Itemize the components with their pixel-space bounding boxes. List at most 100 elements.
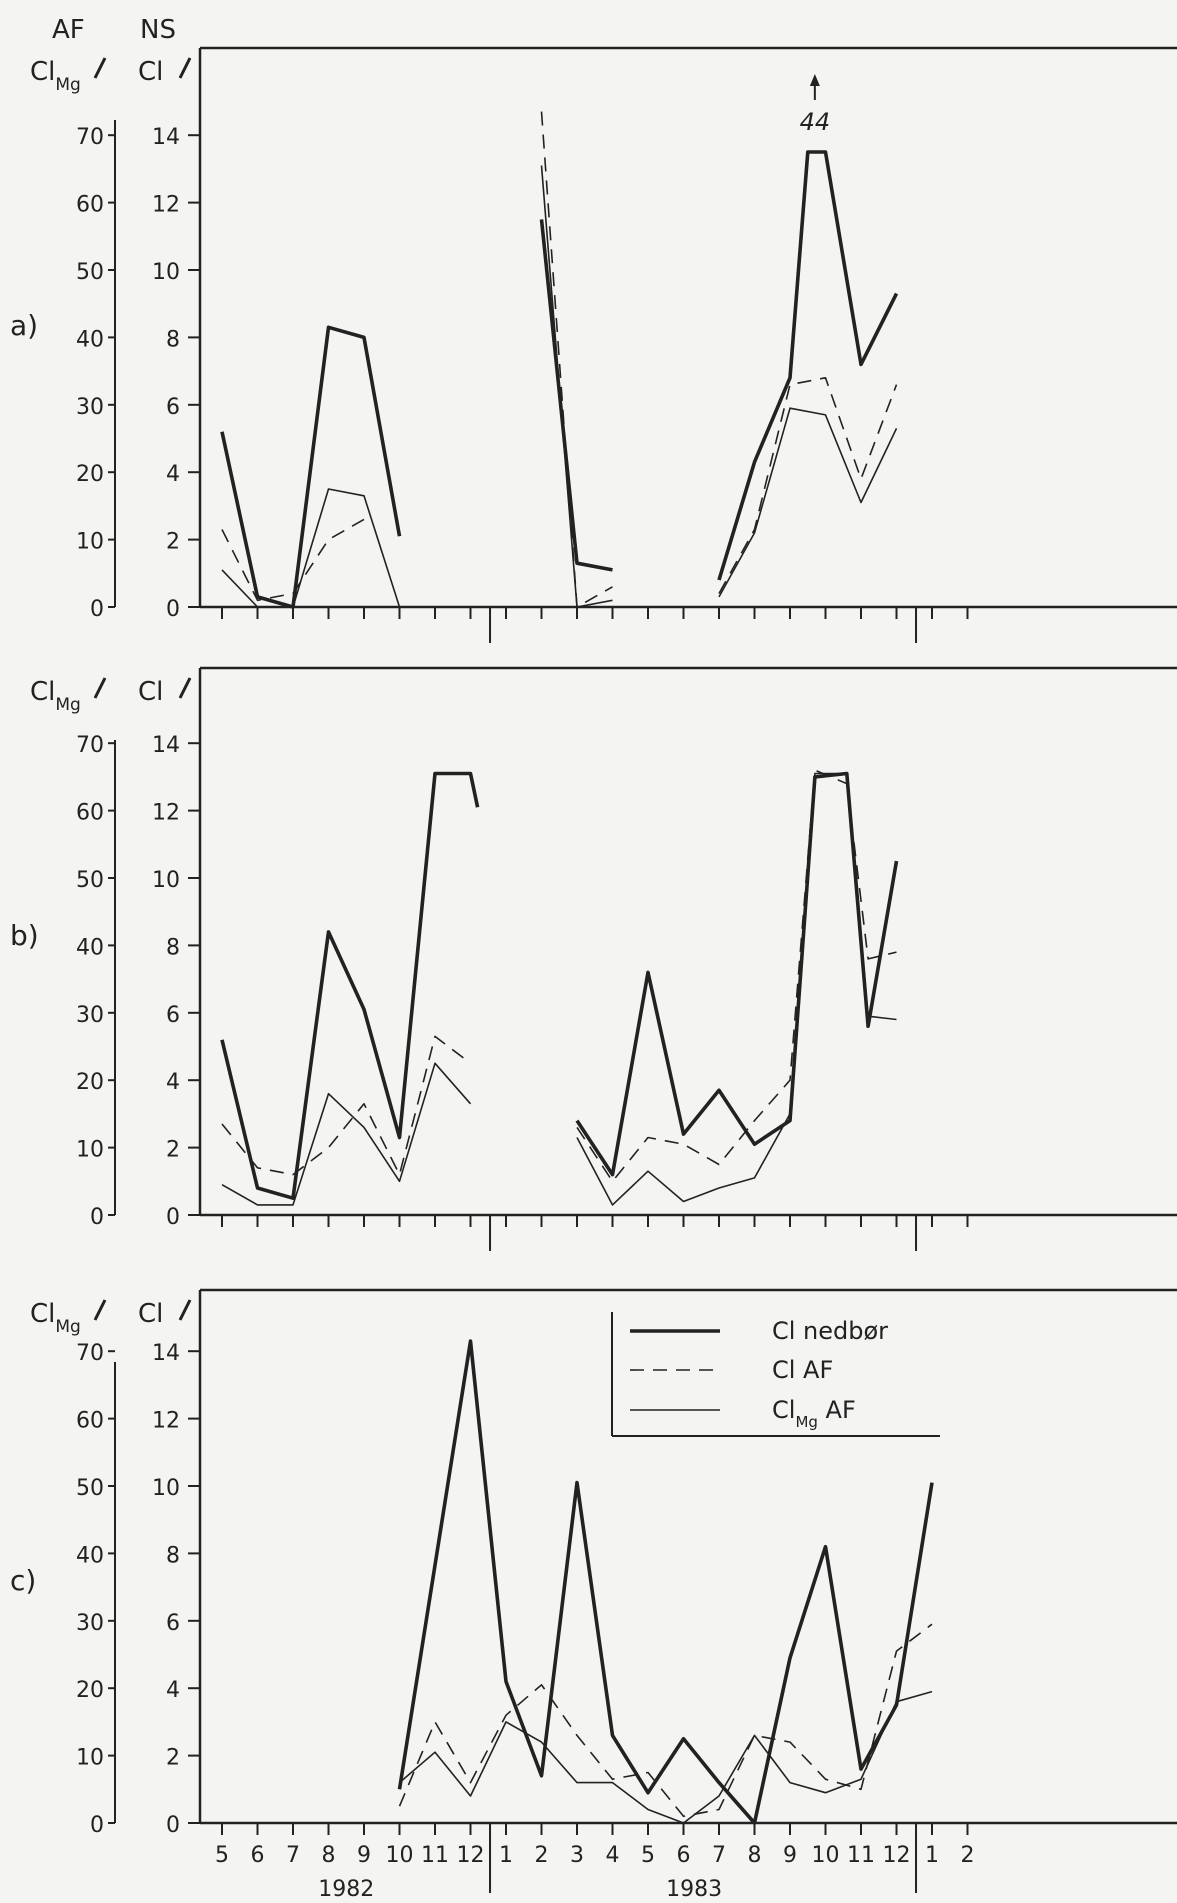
month-label: 1 — [499, 1843, 513, 1868]
panel-label: a) — [10, 309, 38, 342]
month-label: 4 — [606, 1843, 620, 1868]
series-line-dashed — [221, 518, 365, 602]
year-label: 1982 — [318, 1877, 374, 1902]
y-left-tick-label: 10 — [76, 530, 104, 555]
y-right-tick-label: 2 — [166, 1746, 180, 1771]
legend-label-tail: AF — [818, 1396, 856, 1424]
y-left-tick-label: 40 — [76, 327, 104, 352]
y-right-tick-label: 10 — [152, 868, 180, 893]
y-left-tick-label: 40 — [76, 1543, 104, 1568]
y-title-right-arrow — [178, 677, 192, 699]
panel-label: b) — [10, 919, 39, 952]
month-label: 2 — [961, 1843, 975, 1868]
y-title-left-arrow — [93, 57, 107, 79]
series-line-dashed — [540, 111, 613, 608]
y-left-tick-label: 70 — [76, 125, 104, 150]
month-label: 5 — [641, 1843, 655, 1868]
y-left-tick-label: 30 — [76, 1003, 104, 1028]
y-right-tick-label: 4 — [166, 462, 180, 487]
y-right-tick-label: 8 — [166, 1543, 180, 1568]
y-right-tick-label: 12 — [152, 801, 180, 826]
month-label: 7 — [712, 1843, 726, 1868]
y-left-tick-label: 20 — [76, 462, 104, 487]
y-left-tick-label: 10 — [76, 1746, 104, 1771]
series-line-thick — [717, 150, 899, 581]
y-left-tick-label: 0 — [90, 1813, 104, 1838]
y-left-tick-label: 60 — [76, 193, 104, 218]
y-right-tick-label: 6 — [166, 395, 180, 420]
legend-label: Cl nedbør — [772, 1317, 888, 1345]
series-line-dashed — [221, 1035, 471, 1176]
month-label: 7 — [286, 1843, 300, 1868]
y-left-tick-label: 60 — [76, 1409, 104, 1434]
y-title-left-sub: Mg — [55, 75, 80, 95]
y-right-tick-label: 10 — [152, 1476, 180, 1501]
y-left-tick-label: 20 — [76, 1678, 104, 1703]
y-right-tick-label: 2 — [166, 530, 180, 555]
y-right-tick-label: 12 — [152, 1409, 180, 1434]
header-af: AF — [52, 15, 85, 45]
y-right-tick-label: 8 — [166, 327, 180, 352]
month-label: 12 — [457, 1843, 485, 1868]
month-label: 3 — [570, 1843, 584, 1868]
series-line-thin — [221, 1062, 472, 1206]
y-right-tick-label: 14 — [152, 125, 180, 150]
month-label: 6 — [677, 1843, 691, 1868]
y-left-tick-label: 60 — [76, 801, 104, 826]
y-title-left-arrow — [93, 1299, 107, 1321]
month-label: 6 — [251, 1843, 265, 1868]
y-title-left-sub: Mg — [55, 1317, 80, 1337]
y-right-tick-label: 0 — [166, 1205, 180, 1230]
y-left-tick-label: 50 — [76, 260, 104, 285]
y-left-tick-label: 30 — [76, 395, 104, 420]
month-label: 1 — [925, 1843, 939, 1868]
series-line-thin — [398, 1690, 933, 1824]
series-line-dashed — [398, 1623, 933, 1818]
y-right-tick-label: 6 — [166, 1003, 180, 1028]
series-line-dashed — [576, 769, 897, 1183]
series-line-thick — [539, 219, 613, 572]
y-right-tick-label: 4 — [166, 1070, 180, 1095]
month-label: 10 — [386, 1843, 414, 1868]
series-line-thick — [220, 325, 402, 609]
y-title-right-arrow — [178, 1299, 192, 1321]
y-left-tick-label: 0 — [90, 1205, 104, 1230]
y-left-tick-label: 10 — [76, 1138, 104, 1163]
y-title-right: Cl — [138, 1299, 163, 1329]
y-right-tick-label: 8 — [166, 935, 180, 960]
y-left-tick-label: 50 — [76, 1476, 104, 1501]
series-line-thick — [397, 1339, 934, 1825]
y-right-tick-label: 12 — [152, 193, 180, 218]
legend-label-main: Cl — [772, 1396, 795, 1424]
series-line-thin — [576, 772, 897, 1206]
legend-label-sub: Mg — [795, 1413, 817, 1431]
y-left-tick-label: 30 — [76, 1611, 104, 1636]
y-title-left: ClMg — [30, 677, 81, 715]
y-left-tick-label: 70 — [76, 1341, 104, 1366]
y-title-left-main: Cl — [30, 677, 55, 707]
month-label: 2 — [535, 1843, 549, 1868]
y-right-tick-label: 6 — [166, 1611, 180, 1636]
month-label: 11 — [847, 1843, 875, 1868]
month-label: 12 — [883, 1843, 911, 1868]
y-left-tick-label: 40 — [76, 935, 104, 960]
y-right-tick-label: 4 — [166, 1678, 180, 1703]
y-title-right-arrow — [178, 57, 192, 79]
month-label: 10 — [812, 1843, 840, 1868]
y-right-tick-label: 0 — [166, 1813, 180, 1838]
y-title-left-sub: Mg — [55, 695, 80, 715]
y-title-left-main: Cl — [30, 57, 55, 87]
off-scale-arrowhead — [809, 74, 820, 86]
series-line-thin — [221, 488, 401, 608]
month-label: 8 — [748, 1843, 762, 1868]
y-right-tick-label: 10 — [152, 260, 180, 285]
off-scale-value: 44 — [800, 108, 831, 136]
y-title-left: ClMg — [30, 1299, 81, 1337]
series-line-dashed — [718, 376, 898, 594]
